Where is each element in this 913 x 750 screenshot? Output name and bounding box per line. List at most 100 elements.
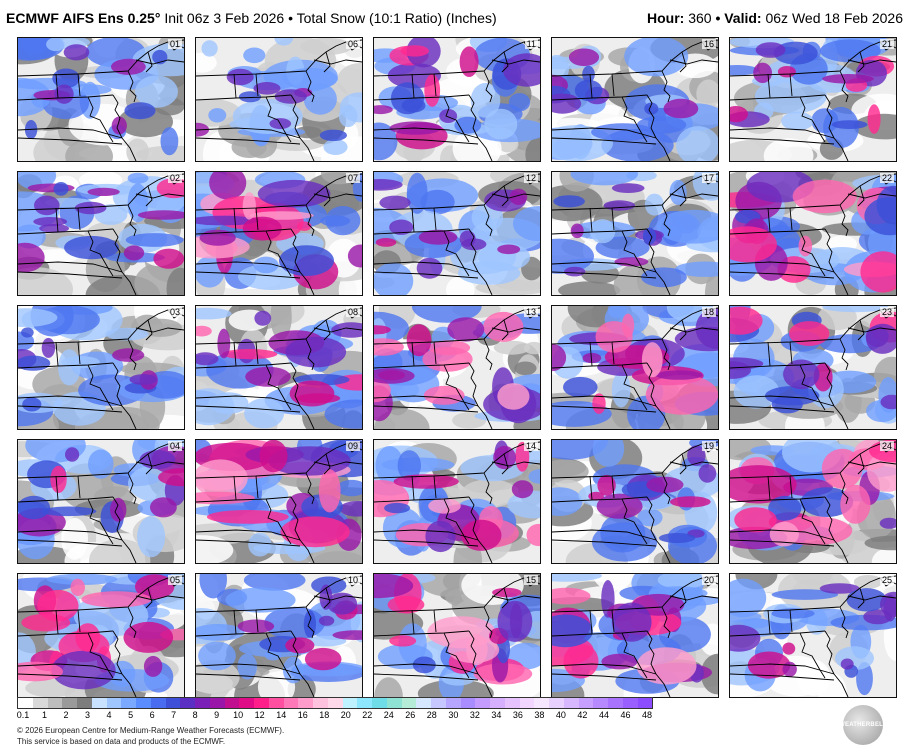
hour-value: 360: [688, 10, 712, 26]
legend-swatch: [313, 698, 328, 708]
legend-tick: 38: [534, 710, 545, 720]
legend-swatch: [519, 698, 535, 708]
snowfall-map: [374, 172, 540, 295]
member-number: 10: [345, 575, 360, 585]
member-panel-24: 24: [729, 439, 897, 564]
member-number: 01: [167, 39, 182, 49]
member-panel-21: 21: [729, 37, 897, 162]
snowfall-map: [18, 306, 184, 429]
legend-swatch: [490, 698, 505, 708]
member-panel-14: 14: [373, 439, 541, 564]
member-number: 07: [345, 173, 360, 183]
member-panel-13: 13: [373, 305, 541, 430]
legend-tick: 10: [233, 710, 244, 720]
degree-sign: °: [154, 10, 161, 26]
member-panel-10: 10: [195, 573, 363, 698]
weatherbell-logo: WEATHERBELL: [839, 705, 887, 745]
legend-tick: 32: [469, 710, 480, 720]
legend-swatch: [593, 698, 608, 708]
legend-swatch: [445, 698, 461, 708]
member-panel-15: 15: [373, 573, 541, 698]
header: ECMWF AIFS Ens 0.25° Init 06z 3 Feb 2026…: [0, 0, 913, 34]
legend-tick: 42: [577, 710, 588, 720]
member-number: 11: [524, 39, 538, 49]
member-number: 18: [701, 307, 716, 317]
member-panel-11: 11: [373, 37, 541, 162]
legend-swatch: [401, 698, 417, 708]
legend-swatch: [431, 698, 446, 708]
snowfall-map: [552, 440, 718, 563]
member-panel-23: 23: [729, 305, 897, 430]
credit-line-1: © 2026 European Centre for Medium-Range …: [17, 726, 285, 735]
credit-line-2: This service is based on data and produc…: [17, 737, 226, 746]
legend-swatch: [386, 698, 402, 708]
member-number: 04: [167, 441, 182, 451]
member-number: 02: [167, 173, 182, 183]
valid-label: • Valid:: [715, 10, 762, 26]
snowfall-map: [374, 574, 540, 697]
legend-tick: 48: [641, 710, 653, 720]
legend-swatch: [165, 698, 181, 708]
legend-swatch: [534, 698, 549, 708]
run-info: Init 06z 3 Feb 2026 • Total Snow (10:1 R…: [164, 10, 497, 26]
member-panel-22: 22: [729, 171, 897, 296]
snowfall-map: [196, 38, 362, 161]
snowfall-map: [552, 172, 718, 295]
legend-tick: 1: [42, 710, 48, 720]
member-panel-06: 06: [195, 37, 363, 162]
legend-swatch: [327, 698, 343, 708]
legend-swatch: [283, 698, 299, 708]
snowfall-map: [730, 38, 896, 161]
member-number: 20: [701, 575, 716, 585]
legend-color-bar: [17, 697, 653, 709]
legend-swatch: [32, 698, 48, 708]
legend-tick: 4: [106, 710, 112, 720]
legend-swatch: [608, 698, 623, 708]
legend-tick: 34: [491, 710, 502, 720]
legend-swatch: [578, 698, 594, 708]
member-number: 03: [167, 307, 182, 317]
legend-tick-labels: 0.1 1 2 3 4 5 6 7 8 9 10 12 14 16 18 20 22 24 26 28 30 32 34 36…: [17, 710, 657, 721]
member-number: 23: [879, 307, 894, 317]
ensemble-member-grid: 01 06 11 16 21 02 07 12 17 22 03 08 13 18 23 04 09 14 19 24…: [17, 37, 897, 699]
legend-tick: 14: [276, 710, 287, 720]
legend-swatch: [195, 698, 210, 708]
member-number: 21: [879, 39, 894, 49]
legend-swatch: [372, 698, 387, 708]
snowfall-map: [552, 38, 718, 161]
legend-swatch: [136, 698, 151, 708]
legend-swatch: [342, 698, 358, 708]
model-name: ECMWF AIFS Ens 0.25: [6, 10, 155, 26]
legend-tick: 8: [192, 710, 198, 720]
legend-tick: 0.1: [16, 710, 30, 720]
legend-swatch: [563, 698, 579, 708]
legend-tick: 7: [171, 710, 177, 720]
legend-tick: 2: [63, 710, 69, 720]
member-number: 25: [879, 575, 894, 585]
legend-swatch: [239, 698, 254, 708]
legend-tick: 40: [555, 710, 566, 720]
map-title: ECMWF AIFS Ens 0.25° Init 06z 3 Feb 2026…: [6, 10, 497, 26]
member-panel-04: 04: [17, 439, 185, 564]
legend-swatch: [254, 698, 269, 708]
member-number: 24: [879, 441, 894, 451]
hour-label: Hour:: [646, 10, 685, 26]
legend-swatch: [18, 698, 33, 708]
member-number: 06: [345, 39, 360, 49]
legend-tick: 3: [85, 710, 91, 720]
member-panel-25: 25: [729, 573, 897, 698]
legend-swatch: [47, 698, 63, 708]
snowfall-map: [196, 172, 362, 295]
member-number: 16: [701, 39, 716, 49]
member-number: 09: [345, 441, 360, 451]
legend-swatch: [106, 698, 122, 708]
snowfall-map: [730, 440, 896, 563]
legend-swatch: [475, 698, 490, 708]
snowfall-map: [196, 306, 362, 429]
legend-tick: 12: [254, 710, 265, 720]
legend-swatch: [77, 698, 92, 708]
legend-tick: 20: [340, 710, 351, 720]
snowfall-map: [18, 172, 184, 295]
logo-text: WEATHERBELL: [839, 722, 887, 728]
snowfall-map: [18, 440, 184, 563]
